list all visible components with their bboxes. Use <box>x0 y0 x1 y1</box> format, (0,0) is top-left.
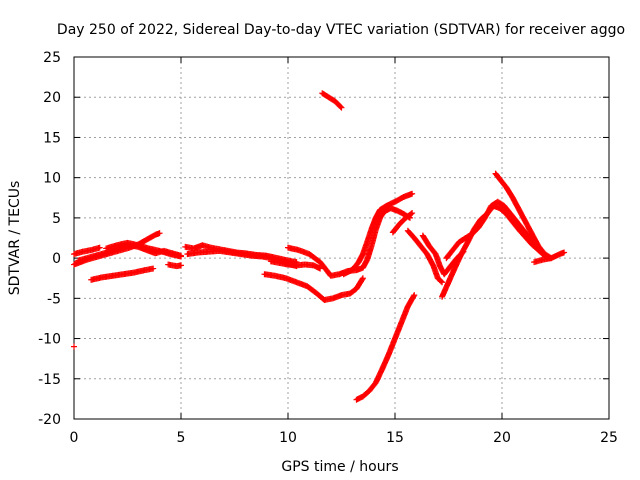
data-point <box>439 279 446 286</box>
x-tick-label: 5 <box>177 430 186 446</box>
y-tick-label: -20 <box>38 412 61 428</box>
y-axis-label: SDTVAR / TECUs <box>7 181 23 296</box>
plot-border <box>73 56 610 420</box>
series-track-07 <box>165 261 184 270</box>
data-point <box>410 293 417 300</box>
grid-lines <box>74 57 609 419</box>
series-track-02 <box>71 244 103 258</box>
x-tick-label: 25 <box>600 430 618 446</box>
data-point <box>411 292 418 299</box>
plot-frame <box>73 56 610 420</box>
y-tick-label: 20 <box>43 90 61 106</box>
data-point <box>71 343 77 350</box>
data-point <box>96 244 103 251</box>
series-track-16 <box>389 210 416 236</box>
series-track-22 <box>531 249 568 266</box>
series-track-18 <box>419 232 467 278</box>
series-track-01 <box>71 343 77 350</box>
series-track-09 <box>184 247 300 270</box>
data-point <box>338 104 345 111</box>
x-axis-label: GPS time / hours <box>281 459 398 475</box>
y-tick-label: 5 <box>52 211 61 227</box>
data-point <box>178 262 184 269</box>
data-point <box>178 253 184 260</box>
x-tick-label: 15 <box>386 430 404 446</box>
series-track-20 <box>443 198 553 262</box>
series-track-12 <box>340 190 416 278</box>
data-point <box>561 249 568 256</box>
y-tick-label: 25 <box>43 50 61 66</box>
x-tick-label: 20 <box>493 430 511 446</box>
series-track-19 <box>439 202 548 300</box>
data-point <box>359 275 366 282</box>
series-track-05 <box>103 239 184 260</box>
data-point <box>409 210 416 217</box>
series-track-17 <box>404 227 446 286</box>
y-tick-label: -10 <box>38 332 61 348</box>
data-points <box>71 90 568 403</box>
y-tick-label: -15 <box>38 372 61 388</box>
axis-ticks: 0 5 10 15 20 25 -20 -15 -10 -5 0 5 10 15 20 25 <box>38 50 618 446</box>
data-point <box>150 265 157 272</box>
data-point <box>438 278 445 285</box>
data-point <box>409 190 416 197</box>
x-tick-label: 10 <box>279 430 297 446</box>
chart-title: Day 250 of 2022, Sidereal Day-to-day VTE… <box>57 22 625 38</box>
series-track-15 <box>353 292 418 403</box>
data-point <box>156 230 163 237</box>
y-tick-label: 10 <box>43 171 61 187</box>
y-tick-label: 0 <box>52 251 61 267</box>
series-track-13 <box>261 271 366 303</box>
y-tick-label: -5 <box>47 291 61 307</box>
x-tick-label: 0 <box>70 430 79 446</box>
y-tick-label: 15 <box>43 130 61 146</box>
data-point <box>359 276 366 283</box>
data-point <box>408 210 415 217</box>
series-track-11 <box>285 205 413 279</box>
data-point <box>337 103 344 110</box>
series-track-06 <box>88 265 157 283</box>
series-track-10 <box>267 258 324 272</box>
series-track-14 <box>319 90 345 111</box>
